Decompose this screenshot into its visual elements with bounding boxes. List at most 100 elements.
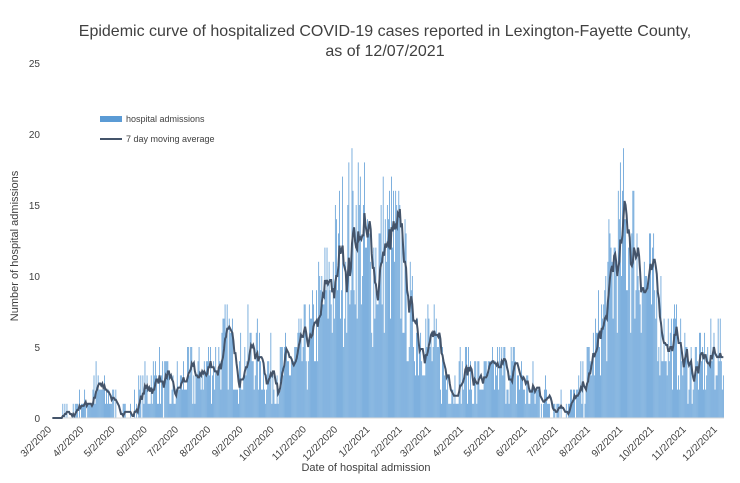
- admission-bar: [603, 304, 605, 418]
- admission-bar: [244, 347, 246, 418]
- admission-bar: [470, 361, 471, 418]
- admission-bar: [272, 375, 274, 418]
- admission-bar: [351, 148, 353, 418]
- admission-bar: [87, 403, 89, 418]
- admission-bar: [544, 389, 545, 418]
- admission-bar: [507, 389, 509, 418]
- admission-bar: [243, 375, 245, 418]
- admission-bar: [225, 332, 227, 418]
- admission-bar: [215, 347, 217, 418]
- admission-bar: [674, 304, 675, 418]
- admission-bar: [527, 375, 529, 418]
- admission-bar: [613, 247, 615, 418]
- y-tick-label: 20: [29, 130, 41, 141]
- chart-title-line-2: as of 12/07/2021: [325, 43, 444, 60]
- admission-bar: [350, 290, 352, 418]
- admission-bar: [623, 148, 624, 418]
- admission-bar: [264, 389, 265, 418]
- admission-bar: [72, 403, 74, 418]
- admission-bar: [656, 290, 658, 418]
- admission-bar: [609, 233, 611, 418]
- admission-bar: [593, 375, 595, 418]
- admission-bar: [149, 403, 151, 418]
- admission-bar: [290, 375, 291, 418]
- admission-bar: [658, 347, 660, 418]
- admission-bar: [495, 361, 496, 418]
- y-tick-label: 15: [29, 201, 41, 212]
- admission-bar: [352, 190, 354, 418]
- admission-bar: [474, 361, 476, 418]
- admission-bar: [213, 361, 215, 418]
- admission-bar: [185, 389, 186, 418]
- admission-bar: [383, 332, 385, 418]
- admission-bar: [406, 361, 408, 418]
- admission-bar: [329, 290, 331, 418]
- admission-bar: [469, 389, 470, 418]
- admission-bar: [394, 261, 396, 418]
- admission-bar: [349, 304, 351, 418]
- admission-bar: [262, 389, 263, 418]
- admission-bar: [677, 389, 678, 418]
- admission-bar: [285, 332, 286, 418]
- admission-bar: [293, 361, 295, 418]
- admission-bar: [668, 361, 670, 418]
- admission-bar: [655, 318, 657, 418]
- admission-bar: [694, 347, 696, 418]
- admission-bar: [268, 361, 270, 418]
- admission-bar: [373, 247, 375, 418]
- admission-bar: [509, 375, 511, 418]
- admission-bar: [608, 219, 610, 418]
- admission-bar: [423, 375, 425, 418]
- admission-bar: [319, 276, 321, 418]
- admission-bar: [420, 332, 422, 418]
- admission-bar: [402, 332, 404, 418]
- admission-bar: [682, 375, 684, 418]
- admission-bar: [341, 290, 342, 418]
- admission-bar: [66, 403, 68, 418]
- admission-bar: [645, 276, 647, 418]
- admission-bar: [468, 347, 469, 418]
- admission-bar: [508, 403, 510, 418]
- admission-bar: [182, 389, 183, 418]
- admission-bar: [214, 389, 216, 418]
- admission-bar: [229, 332, 231, 418]
- admission-bar: [526, 375, 528, 418]
- admission-bar: [614, 247, 616, 418]
- admission-bar: [269, 375, 271, 418]
- admission-bar: [456, 403, 458, 418]
- admission-bar: [591, 361, 593, 418]
- admission-bar: [396, 205, 398, 418]
- admission-bar: [210, 347, 211, 418]
- admission-bar: [89, 403, 91, 418]
- admission-bar: [506, 389, 508, 418]
- admission-bar: [585, 389, 587, 418]
- admission-bar: [454, 375, 456, 418]
- admission-bar: [183, 361, 184, 418]
- admission-bar: [240, 332, 242, 418]
- admission-bar: [314, 361, 315, 418]
- admission-bar: [483, 361, 485, 418]
- admission-bar: [289, 375, 290, 418]
- admission-bar: [718, 361, 720, 418]
- admission-bar: [347, 205, 349, 418]
- admission-bar: [179, 375, 181, 418]
- admission-bar: [654, 290, 656, 418]
- admission-bar: [630, 332, 632, 418]
- x-tick-label: 7/2/2021: [525, 424, 561, 460]
- admission-bar: [307, 361, 309, 418]
- admission-bar: [579, 389, 581, 418]
- admission-bar: [565, 403, 567, 418]
- admission-bar: [147, 403, 149, 418]
- admission-bar: [172, 375, 174, 418]
- admission-bar: [425, 318, 427, 418]
- admission-bar: [442, 347, 443, 418]
- admission-bar: [628, 247, 630, 418]
- legend-label-average: 7 day moving average: [126, 134, 215, 144]
- admission-bar: [178, 389, 180, 418]
- admission-bar: [303, 304, 305, 418]
- admission-bar: [265, 403, 267, 418]
- admission-bar: [332, 261, 334, 418]
- admission-bar: [237, 389, 238, 418]
- admission-bar: [444, 375, 445, 418]
- admission-bar: [200, 389, 202, 418]
